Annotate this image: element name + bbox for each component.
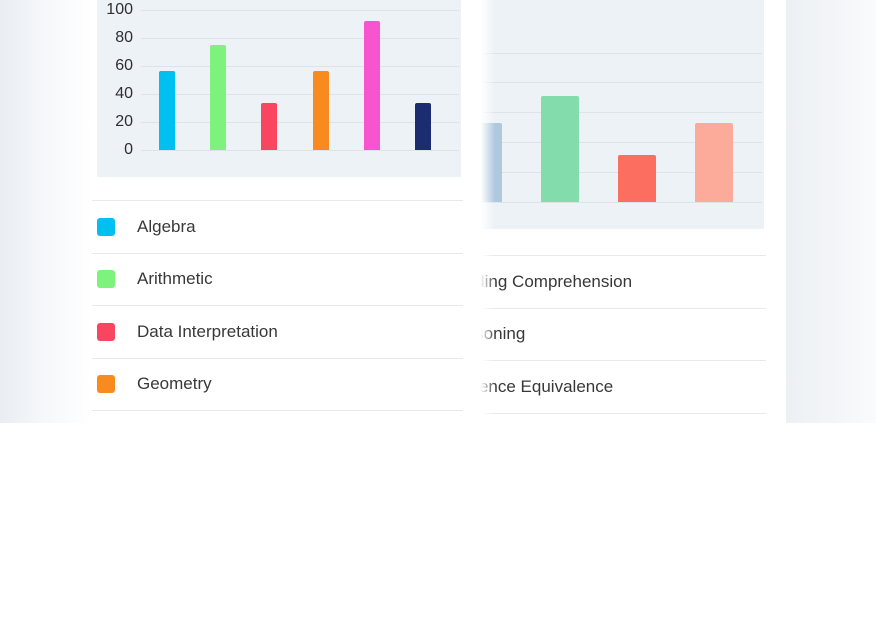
- legend-swatch: [97, 217, 115, 236]
- legend-label: Algebra: [137, 216, 196, 236]
- gridline: [141, 121, 459, 123]
- bar-algebra: [158, 71, 175, 150]
- bar-5: [363, 20, 380, 150]
- legend-label: Arithmetic: [137, 269, 213, 289]
- gridline: [444, 52, 762, 54]
- bar-reasoning: [540, 95, 579, 202]
- legend-label: Geometry: [137, 374, 212, 394]
- legend-label: Sentence Equivalence: [444, 376, 614, 396]
- gridline: [444, 141, 762, 143]
- y-axis-tick-label: 0: [124, 140, 133, 158]
- legend-item-arithmetic[interactable]: Arithmetic: [77, 252, 463, 306]
- gridline: [141, 149, 459, 151]
- legend-item-algebra[interactable]: Algebra: [77, 200, 463, 253]
- gridline: [444, 82, 762, 84]
- legend-item-geometry[interactable]: Geometry: [77, 357, 463, 411]
- bar-geometry: [312, 71, 329, 150]
- legend-label: Reading Comprehension: [444, 271, 633, 291]
- legend-item-data-interpretation[interactable]: Data Interpretation: [77, 305, 463, 358]
- gridline: [444, 171, 762, 173]
- bar-6: [415, 103, 432, 150]
- y-axis-tick-label: 80: [115, 28, 133, 46]
- bar-arithmetic: [209, 44, 226, 150]
- y-axis-tick-label: 60: [115, 56, 133, 74]
- bar-sentence-equivalence: [617, 155, 656, 202]
- page-edge-fade-right: [786, 0, 876, 423]
- legend-swatch: [97, 270, 115, 289]
- bar-chart-quant: 0 20 40 60 80 100: [97, 0, 461, 177]
- bar-4: [694, 122, 733, 202]
- legend-list-quant: Algebra Arithmetic Data Interpretation Geom…: [77, 200, 463, 464]
- y-axis-tick-label: 40: [115, 84, 133, 102]
- gridline: [141, 37, 459, 39]
- legend-label: Data Interpretation: [137, 321, 278, 341]
- bars: [141, 10, 449, 150]
- bar-data-interpretation: [261, 103, 278, 150]
- y-axis-tick-label: 20: [115, 112, 133, 130]
- gridline: [141, 93, 459, 95]
- bars: [444, 53, 752, 202]
- bar-reading-comprehension: [463, 122, 502, 202]
- score-card-quant: 0 20 40 60 80 100 Algebra Arithmetic Data Inter…: [77, 0, 463, 567]
- gridline: [141, 9, 459, 11]
- dashboard-page: Reading Comprehension Reasoning Sentence E…: [0, 0, 876, 423]
- legend-swatch: [97, 375, 115, 394]
- gridline: [444, 201, 762, 203]
- gridline: [141, 65, 459, 67]
- legend-swatch: [97, 322, 115, 341]
- y-axis-tick-label: 100: [106, 0, 133, 18]
- gridline: [444, 112, 762, 114]
